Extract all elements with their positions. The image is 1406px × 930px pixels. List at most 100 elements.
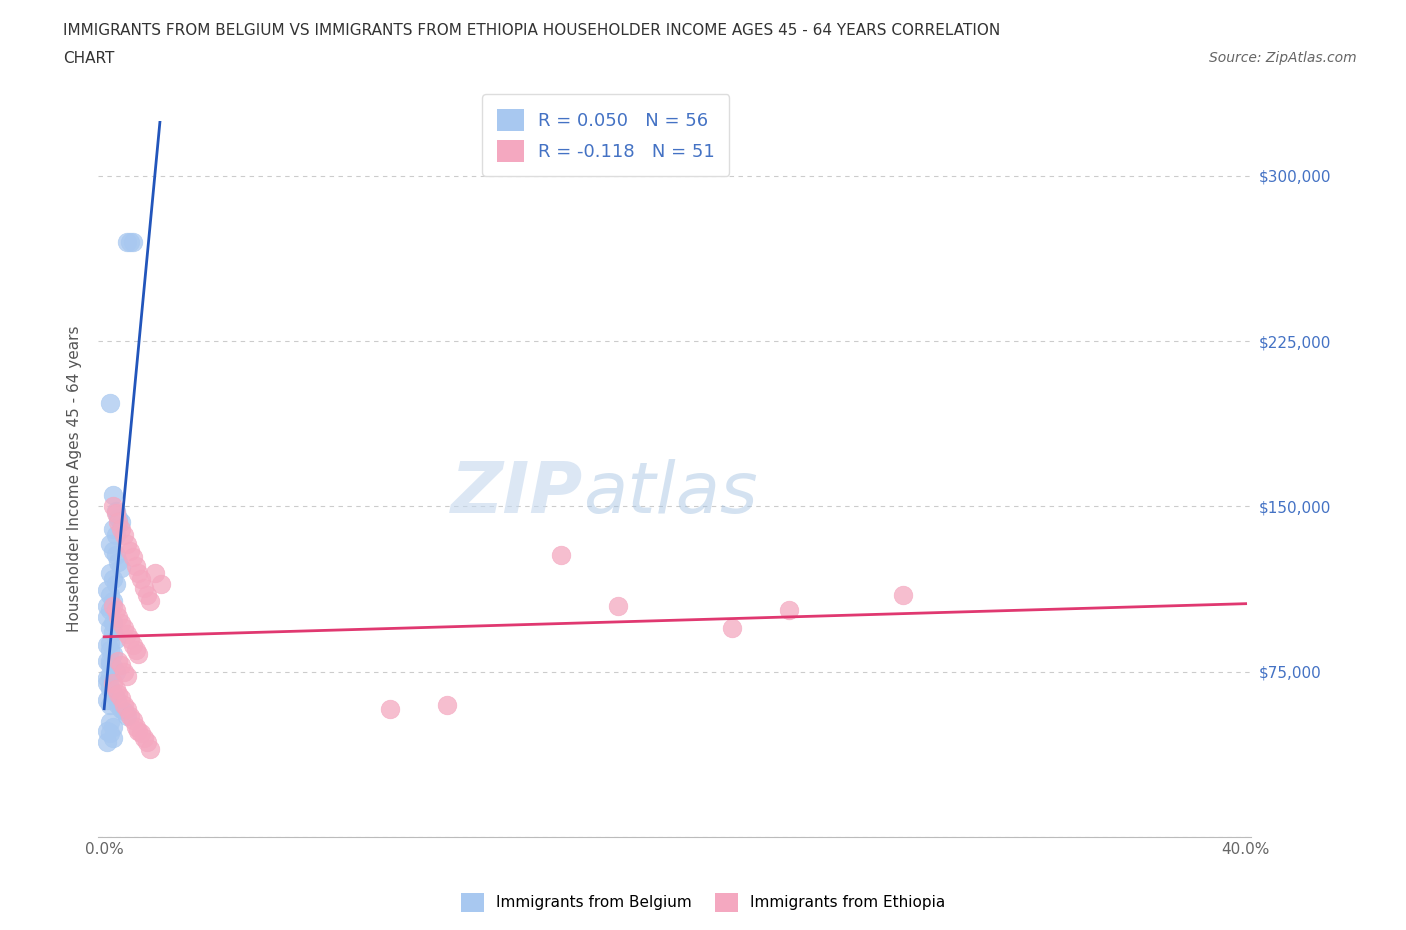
Point — [98, 636, 121, 651]
Point — [104, 503, 127, 518]
Point — [104, 664, 127, 679]
Point — [129, 726, 152, 741]
Point — [96, 675, 118, 690]
Point — [101, 720, 124, 735]
Point — [98, 620, 121, 635]
Point — [127, 565, 149, 580]
Point — [98, 395, 121, 410]
Point — [112, 698, 135, 712]
Point — [110, 658, 132, 672]
Point — [139, 741, 162, 756]
Text: CHART: CHART — [63, 51, 115, 66]
Point — [101, 616, 124, 631]
Point — [136, 587, 159, 602]
Point — [101, 598, 124, 613]
Point — [96, 583, 118, 598]
Point — [110, 616, 132, 631]
Point — [129, 572, 152, 587]
Point — [115, 627, 138, 642]
Point — [107, 686, 129, 701]
Point — [98, 653, 121, 668]
Legend: R = 0.050   N = 56, R = -0.118   N = 51: R = 0.050 N = 56, R = -0.118 N = 51 — [482, 94, 730, 176]
Point — [107, 514, 129, 529]
Point — [101, 646, 124, 661]
Point — [96, 671, 118, 685]
Point — [110, 702, 132, 717]
Point — [107, 609, 129, 624]
Point — [778, 603, 800, 618]
Point — [98, 680, 121, 695]
Point — [132, 730, 155, 745]
Point — [98, 643, 121, 658]
Point — [127, 646, 149, 661]
Point — [101, 488, 124, 503]
Point — [121, 234, 143, 249]
Point — [104, 548, 127, 563]
Point — [132, 580, 155, 595]
Point — [101, 543, 124, 558]
Point — [721, 620, 744, 635]
Point — [101, 730, 124, 745]
Point — [121, 550, 143, 565]
Point — [98, 698, 121, 712]
Text: ZIP: ZIP — [450, 458, 582, 527]
Point — [101, 625, 124, 640]
Point — [101, 686, 124, 701]
Point — [104, 603, 127, 618]
Point — [110, 691, 132, 706]
Point — [101, 521, 124, 536]
Point — [98, 603, 121, 618]
Point — [107, 653, 129, 668]
Point — [101, 675, 124, 690]
Point — [110, 514, 132, 529]
Point — [104, 682, 127, 697]
Point — [96, 693, 118, 708]
Point — [110, 561, 132, 576]
Point — [104, 506, 127, 521]
Point — [127, 724, 149, 738]
Point — [96, 598, 118, 613]
Point — [101, 660, 124, 675]
Point — [150, 577, 173, 591]
Y-axis label: Householder Income Ages 45 - 64 years: Householder Income Ages 45 - 64 years — [67, 326, 83, 632]
Point — [96, 653, 118, 668]
Point — [101, 499, 124, 514]
Point — [98, 587, 121, 602]
Point — [112, 527, 135, 542]
Point — [118, 709, 141, 724]
Point — [96, 638, 118, 653]
Point — [115, 709, 138, 724]
Point — [107, 554, 129, 569]
Point — [112, 664, 135, 679]
Point — [139, 593, 162, 608]
Point — [118, 631, 141, 646]
Point — [104, 691, 127, 706]
Point — [112, 704, 135, 719]
Point — [107, 698, 129, 712]
Point — [104, 527, 127, 542]
Point — [378, 702, 401, 717]
Point — [436, 698, 458, 712]
Text: IMMIGRANTS FROM BELGIUM VS IMMIGRANTS FROM ETHIOPIA HOUSEHOLDER INCOME AGES 45 -: IMMIGRANTS FROM BELGIUM VS IMMIGRANTS FR… — [63, 23, 1001, 38]
Point — [121, 638, 143, 653]
Point — [98, 565, 121, 580]
Point — [110, 521, 132, 536]
Point — [104, 577, 127, 591]
Point — [550, 548, 572, 563]
Point — [121, 712, 143, 727]
Point — [112, 620, 135, 635]
Point — [104, 631, 127, 646]
Point — [606, 598, 628, 613]
Point — [145, 565, 167, 580]
Point — [115, 234, 138, 249]
Point — [115, 537, 138, 551]
Point — [96, 609, 118, 624]
Point — [98, 715, 121, 730]
Point — [115, 669, 138, 684]
Point — [98, 537, 121, 551]
Point — [96, 735, 118, 750]
Point — [96, 724, 118, 738]
Point — [124, 720, 146, 735]
Point — [118, 543, 141, 558]
Point — [107, 510, 129, 525]
